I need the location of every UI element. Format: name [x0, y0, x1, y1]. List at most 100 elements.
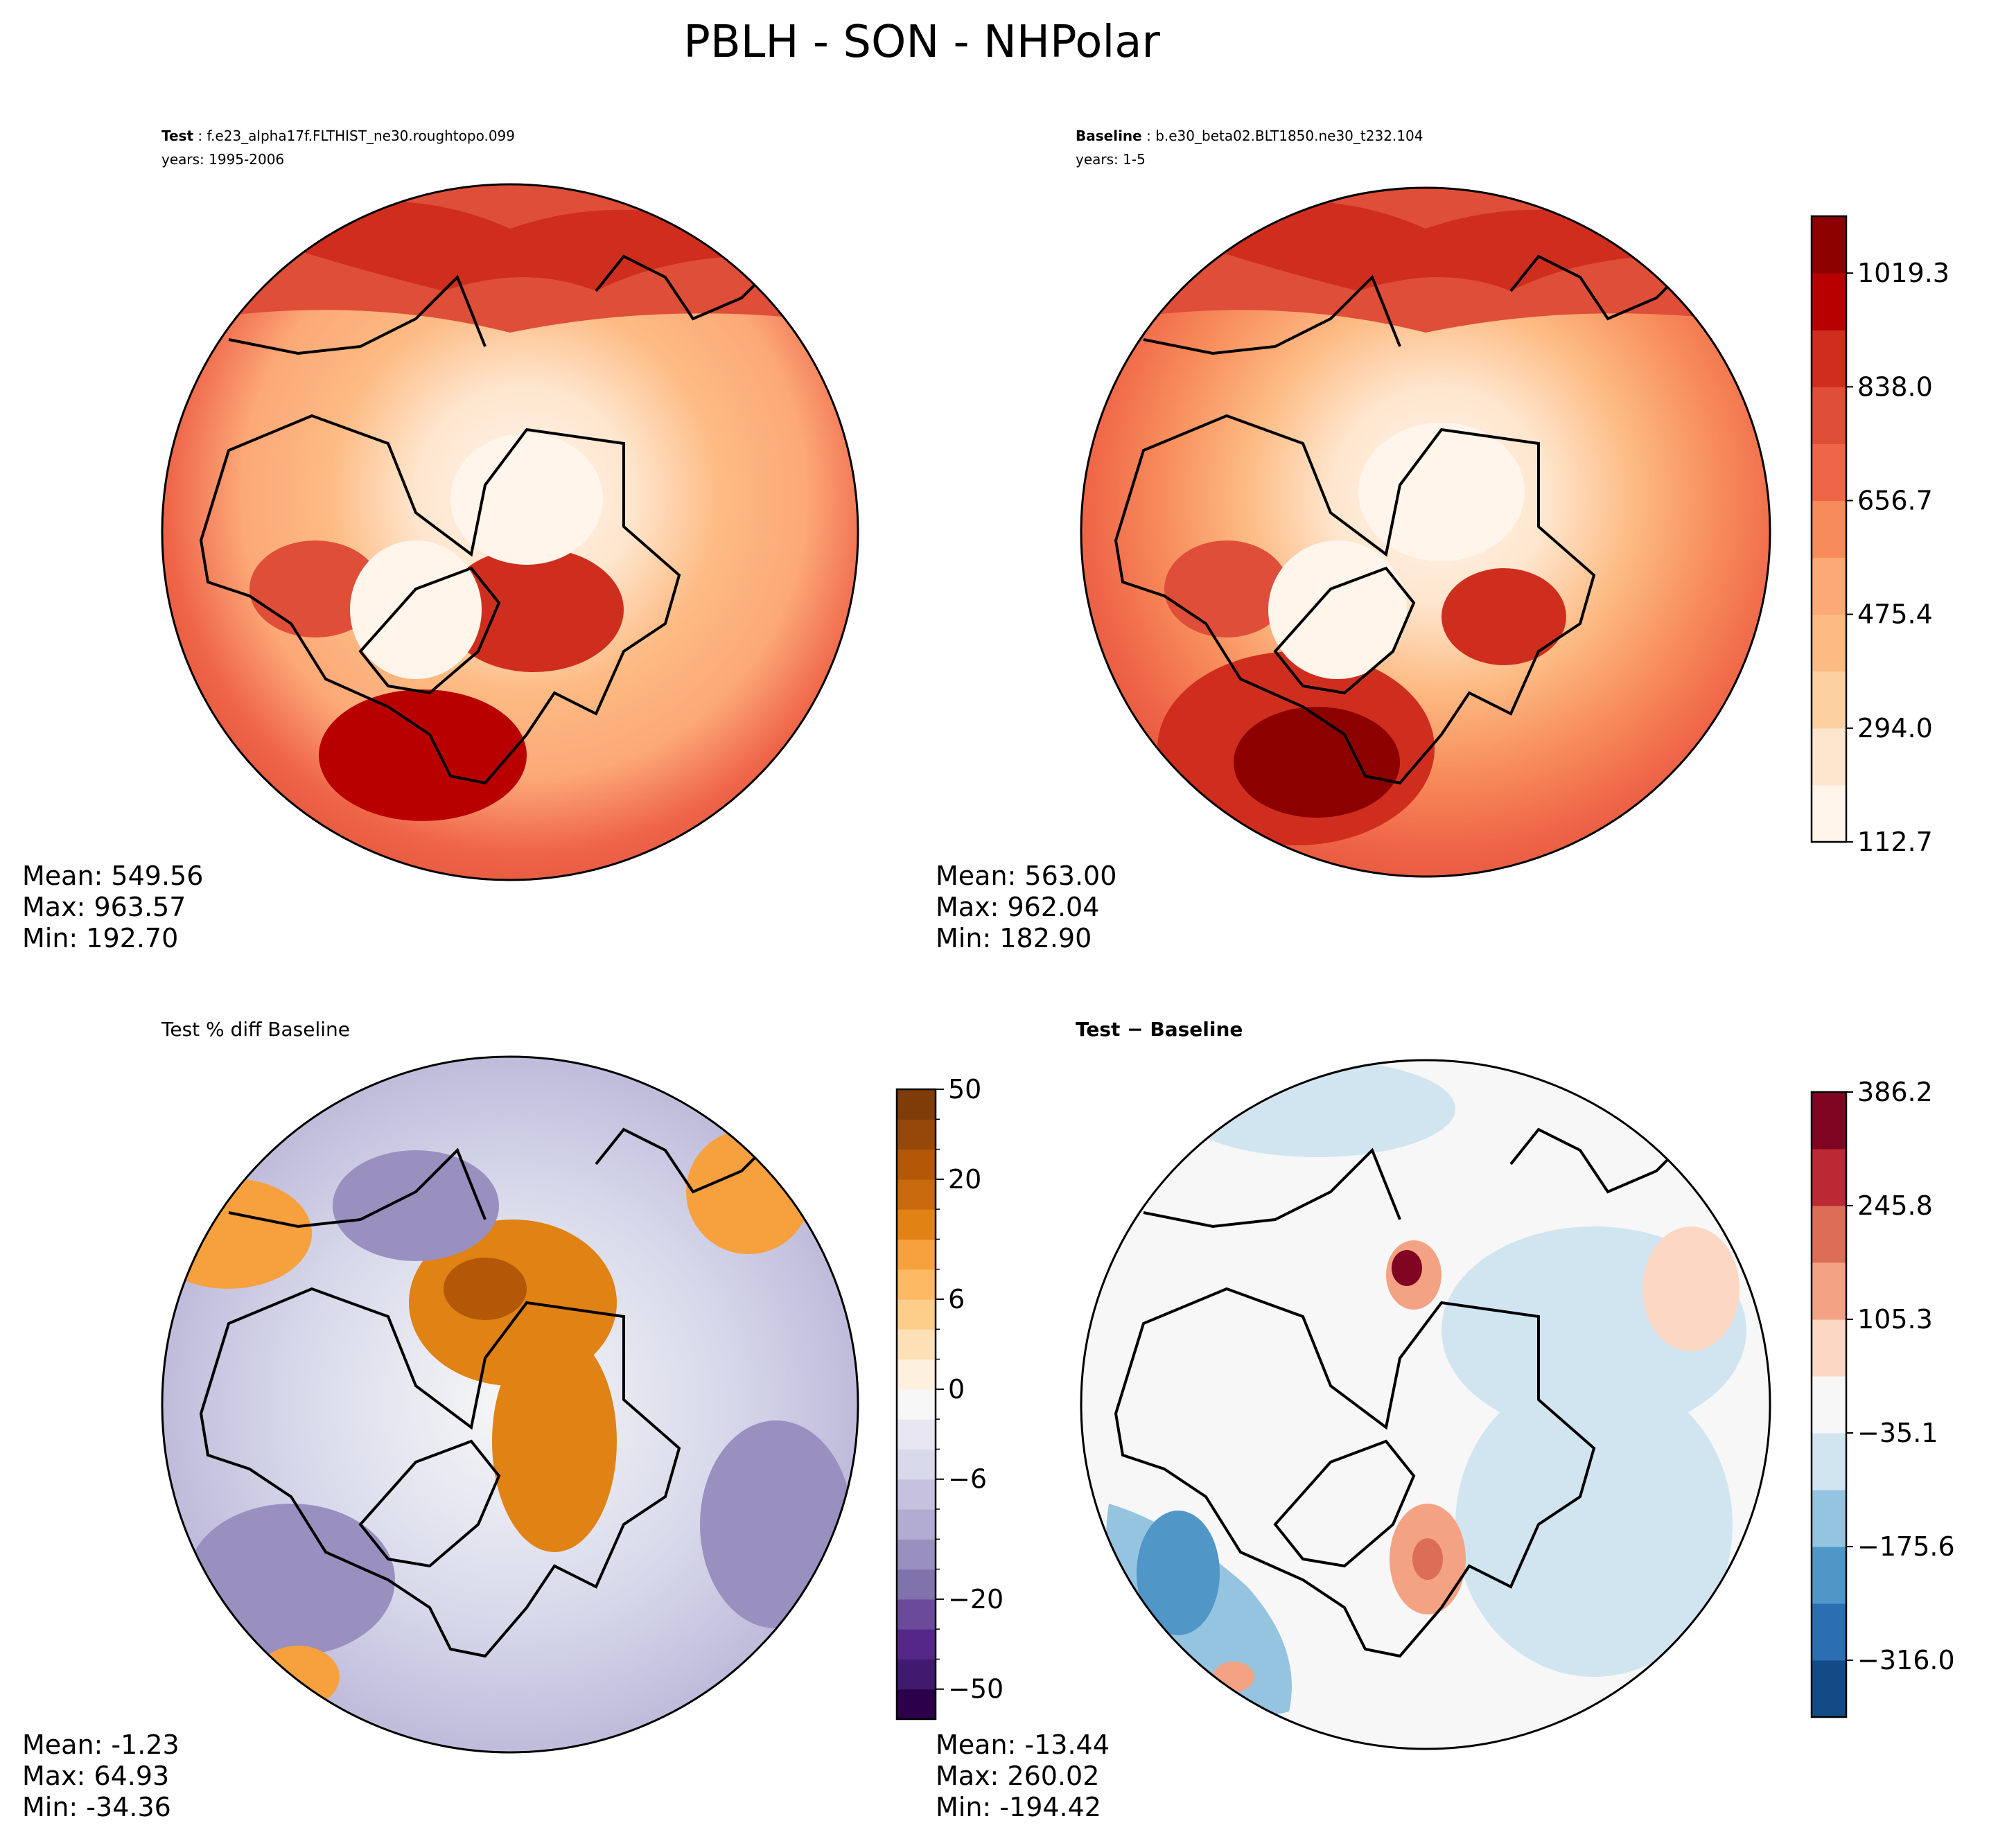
colorbar-abs-tick-label: 112.7	[1857, 827, 1933, 857]
map-field-band	[229, 201, 797, 291]
colorbar-diff-swatch	[1812, 1148, 1846, 1206]
panel-diff-max: Max: 260.02	[936, 1761, 1099, 1791]
map-field-blob	[1392, 1250, 1422, 1286]
map-coastline	[1143, 274, 1401, 355]
colorbar-abs-tick-label: 294.0	[1857, 713, 1933, 743]
map-field-blob	[492, 1330, 617, 1552]
colorbar-abs-swatch	[1812, 216, 1846, 274]
map-coastline	[228, 274, 487, 355]
colorbar-pctdiff-swatch	[897, 1329, 936, 1360]
colorbar-abs-frame	[1810, 215, 1848, 843]
colorbar-pctdiff-swatch	[897, 1119, 936, 1150]
colorbar-abs-swatch	[1812, 557, 1846, 615]
panel-baseline: Baseline : b.e30_beta02.BLT1850.ne30_t23…	[936, 127, 1949, 953]
map-coastline	[1143, 1147, 1401, 1229]
map-coastline	[1509, 1127, 1692, 1194]
map-field-blob	[249, 540, 381, 637]
map-field-blob	[187, 1504, 395, 1656]
colorbar-diff-swatch	[1812, 1489, 1846, 1547]
map-field-blob	[1137, 1511, 1220, 1635]
colorbar-diff-tick-label: 105.3	[1857, 1304, 1933, 1335]
colorbar-diff-tick-label: 386.2	[1857, 1077, 1933, 1107]
map-coastline	[1114, 414, 1596, 785]
map-coastline	[199, 1287, 681, 1658]
panel-baseline-mean: Mean: 563.00	[936, 861, 1116, 891]
colorbar-diff-tick-label: 245.8	[1857, 1190, 1933, 1221]
panel-pctdiff-mean: Mean: -1.23	[22, 1730, 179, 1760]
map-field-blob	[444, 1258, 527, 1320]
colorbar-pctdiff-swatch	[897, 1479, 936, 1510]
panel-pctdiff: Test % diff Baseline Mean: -1.23 Max: 64…	[22, 1018, 1004, 1822]
panel-diff-title: Test − Baseline	[1076, 1018, 1243, 1041]
panel-diff-map	[1081, 1060, 1770, 1749]
colorbar-diff: 386.2 245.8 105.3 −35.1 −175.6 −316.0	[1810, 1077, 1955, 1718]
colorbar-diff-frame	[1810, 1091, 1848, 1718]
colorbar-pctdiff-swatch	[897, 1509, 936, 1540]
map-boundary	[161, 183, 859, 881]
panel-baseline-map	[1081, 188, 1770, 877]
panel-baseline-case-name: : b.e30_beta02.BLT1850.ne30_t232.104	[1142, 127, 1423, 144]
colorbar-pctdiff-swatch	[897, 1299, 936, 1330]
map-field-blob	[1164, 540, 1289, 637]
colorbar-pctdiff-swatch	[897, 1449, 936, 1480]
colorbar-pctdiff-swatch	[897, 1239, 936, 1270]
colorbar-abs-tick-label: 656.7	[1857, 485, 1933, 516]
colorbar-pctdiff-swatch	[897, 1539, 936, 1570]
colorbar-abs-swatch	[1812, 273, 1846, 331]
panel-diff: Test − Baseline Mean: -13.44 Max: 260.02…	[936, 1018, 1955, 1822]
colorbar-pctdiff-swatch	[897, 1269, 936, 1300]
panel-diff-min: Min: -194.42	[936, 1792, 1101, 1822]
map-coastline	[199, 414, 681, 785]
panel-test: Test : f.e23_alpha17f.FLTHIST_ne30.rough…	[22, 127, 859, 953]
panel-test-min: Min: 192.70	[22, 923, 178, 953]
panel-pctdiff-min: Min: -34.36	[22, 1792, 171, 1822]
panel-diff-mean: Mean: -13.44	[936, 1730, 1110, 1760]
colorbar-abs: 112.7 294.0 475.4 656.7 838.0 1019.3	[1810, 215, 1949, 857]
panel-pctdiff-max: Max: 64.93	[22, 1761, 169, 1791]
panel-test-case-name: : f.e23_alpha17f.FLTHIST_ne30.roughtopo.…	[193, 127, 515, 144]
panel-pctdiff-map	[162, 1057, 858, 1752]
map-field-blob	[319, 689, 527, 821]
colorbar-pctdiff-tick-label: 50	[948, 1074, 981, 1105]
colorbar-pctdiff-tick-label: −20	[948, 1584, 1004, 1614]
map-coastline	[595, 1127, 778, 1194]
colorbar-abs-tick-label: 1019.3	[1857, 258, 1949, 288]
panel-test-header-label: Test	[161, 127, 193, 144]
colorbar-abs-swatch	[1812, 728, 1846, 786]
panel-baseline-max: Max: 962.04	[936, 892, 1099, 922]
colorbar-pctdiff-swatch	[897, 1179, 936, 1210]
colorbar-abs-swatch	[1812, 671, 1846, 729]
map-coastline	[1273, 1439, 1416, 1568]
map-field-blob	[700, 1420, 852, 1628]
panel-test-max: Max: 963.57	[22, 892, 186, 922]
map-coastline	[1114, 1287, 1596, 1658]
colorbar-diff-tick-label: −316.0	[1857, 1645, 1955, 1675]
map-field-blob	[1268, 540, 1407, 679]
colorbar-pctdiff: 50 20 6 0 −6 −20 −50	[895, 1074, 1004, 1721]
colorbar-abs-swatch	[1812, 330, 1846, 387]
colorbar-pctdiff-swatch	[897, 1089, 936, 1120]
map-coastline	[228, 1147, 487, 1229]
map-field-blob	[1442, 568, 1566, 665]
map-coastline	[358, 1439, 501, 1568]
map-coastline	[1273, 566, 1416, 695]
colorbar-pctdiff-swatch	[897, 1359, 936, 1390]
colorbar-pctdiff-swatch	[897, 1569, 936, 1600]
map-coastline	[595, 254, 778, 321]
colorbar-abs-tick-label: 838.0	[1857, 371, 1933, 402]
map-field-blob	[333, 1150, 499, 1261]
colorbar-pctdiff-swatch	[897, 1389, 936, 1420]
panel-test-mean: Mean: 549.56	[22, 861, 203, 891]
colorbar-diff-swatch	[1812, 1547, 1846, 1604]
map-field-blob	[1412, 1538, 1443, 1580]
colorbar-pctdiff-swatch	[897, 1689, 936, 1720]
colorbar-diff-tick-label: −35.1	[1857, 1418, 1938, 1448]
map-field-blob	[162, 1178, 312, 1289]
colorbar-pctdiff-tick-label: 0	[948, 1374, 965, 1405]
map-coastline	[358, 566, 501, 695]
colorbar-abs-swatch	[1812, 443, 1846, 501]
map-field-blob	[1642, 1226, 1740, 1351]
colorbar-pctdiff-swatch	[897, 1599, 936, 1630]
colorbar-pctdiff-tick-label: −6	[948, 1464, 987, 1495]
